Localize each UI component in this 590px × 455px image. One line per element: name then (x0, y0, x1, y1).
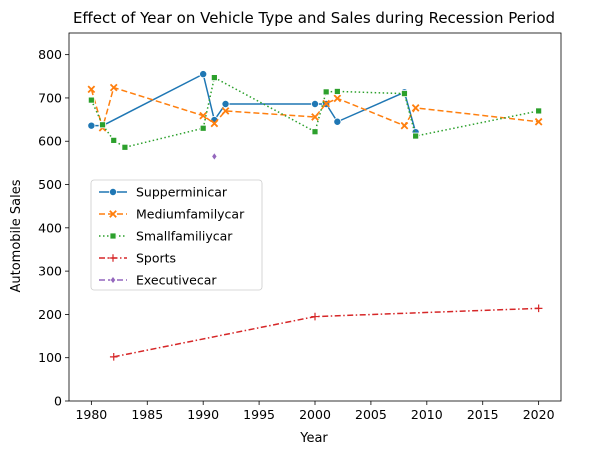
legend-label-mediumfamilycar: Mediumfamilycar (136, 207, 245, 222)
legend-marker-smallfamiliycar (109, 232, 117, 240)
data-point-mediumfamilycar (311, 113, 319, 121)
x-tick-label: 2005 (355, 407, 387, 422)
x-tick-label: 2000 (299, 407, 331, 422)
axes: 1980 1985 1990 1995 2000 2005 2010 2015 2020 0 100… (38, 32, 562, 422)
legend-label-smallfamiliycar: Smallfamiliycar (136, 229, 233, 244)
x-tick-label: 1980 (75, 407, 107, 422)
data-point-smallfamiliycar (121, 143, 129, 151)
chart-title: Effect of Year on Vehicle Type and Sales… (73, 9, 555, 27)
y-axis-title: Automobile Sales (9, 179, 24, 292)
data-point-smallfamiliycar (401, 90, 408, 98)
data-point-smallfamiliycar (110, 136, 118, 144)
legend-marker-mediumfamilycar (109, 210, 117, 218)
data-point-smallfamiliycar (333, 88, 341, 95)
data-point-smallfamiliycar (412, 132, 420, 140)
data-point-smallfamiliycar (199, 124, 207, 132)
data-point-supperminicar (333, 117, 342, 126)
data-point-smallfamiliycar (87, 96, 95, 104)
y-tick-label: 800 (38, 47, 62, 62)
x-axis-title: Year (299, 431, 328, 446)
x-tick-label: 2010 (411, 407, 443, 422)
data-point-supperminicar (87, 121, 96, 130)
series-line-smallfamiliycar (90, 76, 539, 149)
legend-label-supperminicar: Supperminicar (136, 185, 228, 200)
data-point-sports (534, 304, 543, 313)
legend-label-sports: Sports (136, 251, 176, 266)
data-point-sports (311, 312, 319, 321)
legend: Supperminicar Mediumfamilycar Smallfamiliy… (90, 179, 263, 291)
data-point-supperminicar (199, 70, 208, 79)
data-point-mediumfamilycar (400, 121, 409, 130)
y-tick-label: 400 (38, 220, 62, 235)
data-point-smallfamiliycar (99, 121, 106, 129)
data-point-smallfamiliycar (210, 74, 218, 81)
plot-area (87, 70, 543, 361)
x-tick-label: 2020 (523, 407, 555, 422)
x-tick-label: 1985 (131, 407, 163, 422)
data-point-supperminicar (221, 100, 230, 109)
y-tick-label: 0 (54, 394, 62, 409)
data-point-mediumfamilycar (87, 85, 96, 94)
data-point-mediumfamilycar (333, 94, 342, 103)
data-point-smallfamiliycar (311, 128, 319, 136)
x-tick-label: 2015 (467, 407, 499, 422)
data-point-mediumfamilycar (199, 111, 208, 120)
data-point-executivecar (211, 152, 218, 161)
data-point-mediumfamilycar (221, 107, 230, 115)
x-tick-label: 1995 (243, 407, 275, 422)
legend-marker-supperminicar (109, 187, 118, 196)
y-tick-label: 600 (38, 134, 62, 149)
data-point-supperminicar (310, 100, 319, 109)
data-point-smallfamiliycar (322, 88, 330, 96)
data-point-mediumfamilycar (411, 104, 420, 112)
legend-marker-executivecar (110, 275, 116, 285)
legend-marker-sports (109, 254, 117, 262)
data-point-mediumfamilycar (322, 99, 331, 108)
y-tick-label: 500 (38, 177, 62, 192)
y-tick-label: 300 (38, 264, 62, 279)
legend-box (90, 179, 263, 291)
data-point-smallfamiliycar (535, 107, 543, 115)
y-tick-label: 200 (38, 307, 62, 322)
x-tick-label: 1990 (187, 407, 219, 422)
y-tick-label: 700 (38, 90, 62, 105)
data-point-sports (109, 353, 118, 361)
data-point-mediumfamilycar (210, 119, 219, 128)
data-point-mediumfamilycar (534, 117, 543, 126)
y-tick-label: 100 (38, 350, 62, 365)
data-point-mediumfamilycar (109, 83, 118, 92)
legend-label-executivecar: Executivecar (136, 273, 217, 288)
